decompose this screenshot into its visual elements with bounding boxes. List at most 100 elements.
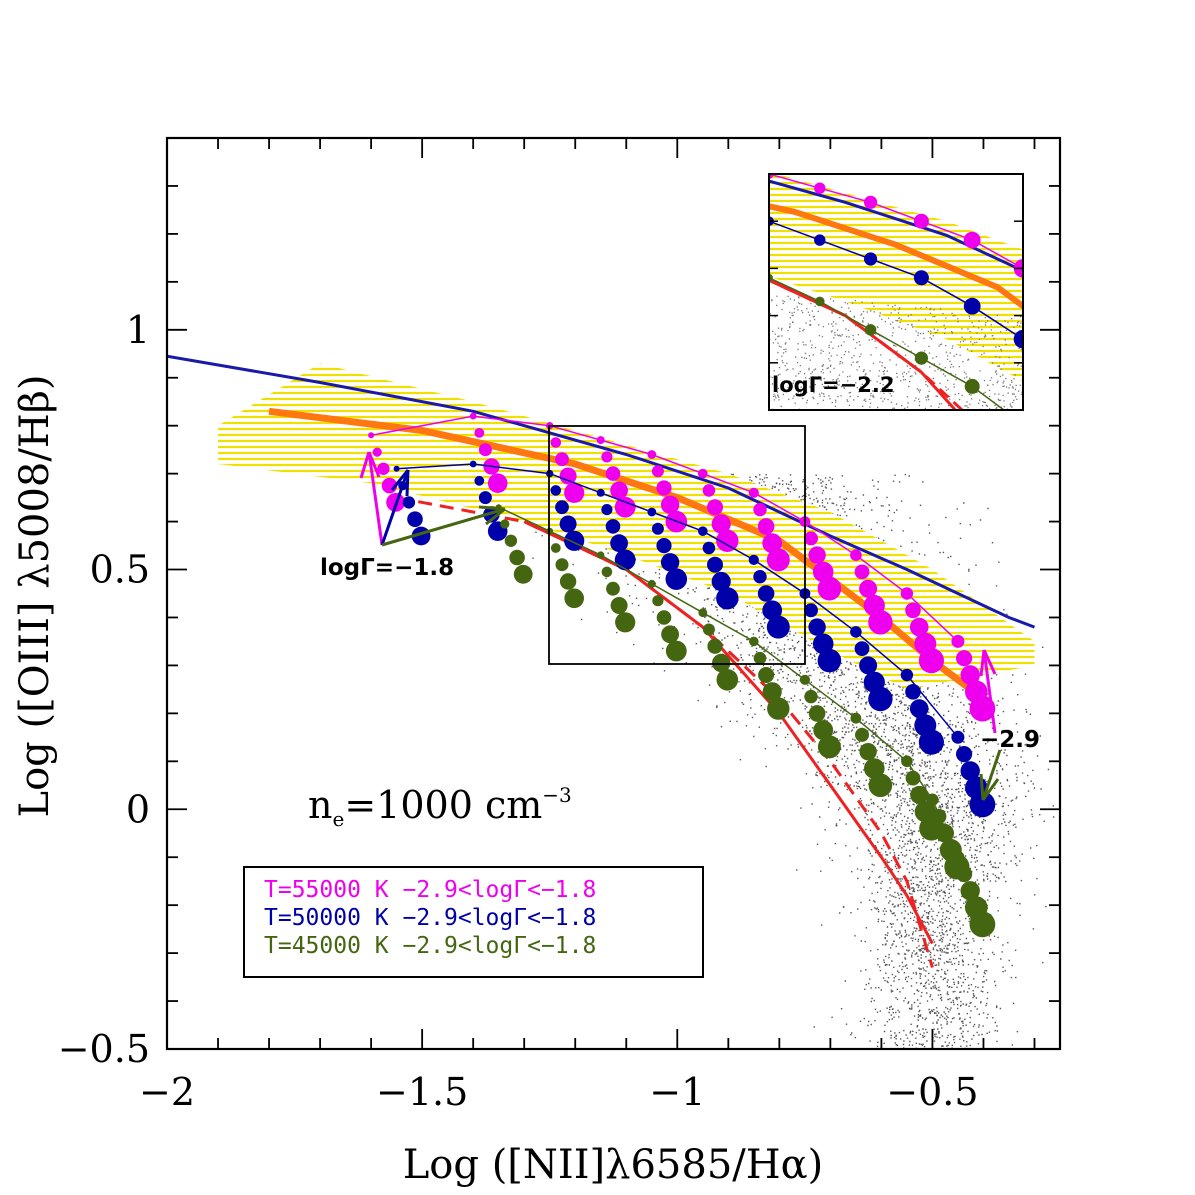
model-point — [711, 514, 731, 534]
model-point — [817, 648, 842, 673]
model-point — [960, 881, 980, 901]
density-middle: =1000 cm — [344, 783, 542, 827]
inset-model-point — [715, 251, 721, 257]
inset-model-point — [1064, 367, 1084, 387]
inset-model-point — [1114, 408, 1136, 430]
model-grids — [368, 412, 996, 938]
model-point — [610, 597, 628, 614]
model-point — [564, 530, 585, 551]
model-point — [614, 549, 636, 571]
model-point — [647, 507, 657, 517]
model-point — [550, 437, 562, 448]
model-point — [661, 625, 679, 644]
model-point — [753, 570, 767, 584]
model-series-2 — [495, 504, 996, 938]
model-point — [656, 538, 672, 554]
model-point — [393, 465, 400, 472]
legend-item-45000: T=45000 K −2.9<logΓ<−1.8 — [264, 933, 596, 959]
model-point — [757, 585, 775, 602]
model-point — [850, 626, 862, 638]
model-point — [615, 612, 636, 633]
model-point — [605, 466, 621, 481]
model-point — [660, 553, 680, 572]
model-point — [559, 515, 577, 533]
model-point — [559, 467, 577, 485]
model-point — [905, 770, 921, 786]
model-point — [905, 684, 921, 700]
inset-model-point — [1114, 328, 1136, 350]
model-point — [900, 668, 914, 682]
inset-model-point — [1015, 416, 1032, 433]
inset-model-point — [1013, 329, 1023, 349]
model-point — [601, 566, 613, 578]
legend: T=55000 K −2.9<logΓ<−1.8 T=50000 K −2.9<… — [243, 866, 704, 978]
model-point — [601, 451, 613, 463]
model-point — [656, 610, 672, 625]
model-point — [813, 720, 834, 740]
model-point — [859, 656, 878, 675]
model-point — [377, 462, 390, 475]
model-point — [817, 576, 842, 601]
model-point — [748, 554, 759, 566]
inset-panel: logΓ=−2.2 — [614, 161, 1187, 553]
model-point — [504, 534, 518, 547]
model-point — [698, 526, 708, 536]
plot-frame — [165, 136, 1062, 1051]
model-point — [901, 755, 913, 768]
model-point — [702, 623, 715, 636]
model-point — [766, 615, 790, 639]
model-point — [956, 650, 973, 667]
model-point — [469, 460, 477, 468]
model-point — [804, 603, 818, 618]
galaxy-scatter — [503, 473, 1060, 1049]
model-point — [900, 587, 914, 600]
model-point — [859, 579, 878, 598]
model-point — [918, 729, 945, 755]
model-point — [606, 581, 620, 596]
arrows — [359, 451, 1002, 801]
density-superscript: −3 — [542, 783, 571, 807]
model-point — [753, 651, 767, 665]
model-point — [969, 791, 996, 818]
model-point — [868, 686, 893, 712]
model-point — [951, 850, 965, 864]
model-point — [918, 648, 945, 674]
inset-model-point — [1139, 531, 1161, 553]
model-point — [702, 484, 716, 497]
model-point — [716, 669, 739, 691]
model-point — [651, 465, 664, 478]
model-point — [605, 519, 621, 534]
x-tick-label: −0.5 — [886, 1070, 978, 1114]
inset-model-point — [964, 378, 980, 394]
model-point — [909, 617, 929, 637]
inset-model-point — [689, 161, 697, 169]
model-point — [652, 595, 664, 607]
model-point — [550, 485, 562, 496]
model-point — [660, 495, 680, 514]
inset-model-point — [914, 351, 929, 365]
inset-model-point — [1064, 291, 1084, 311]
model-point — [969, 911, 996, 938]
inset-model-point — [913, 213, 929, 229]
zoom-rectangle — [548, 425, 806, 665]
loggamma-right-label: −2.9 — [980, 727, 1040, 753]
model-point — [707, 499, 723, 516]
model-point — [368, 432, 375, 439]
model-point — [854, 641, 870, 656]
model-series-1 — [393, 460, 996, 818]
inset-model-point — [1163, 469, 1187, 493]
model-point — [716, 587, 739, 610]
model-point — [559, 573, 577, 590]
model-point — [850, 712, 862, 724]
model-point — [935, 823, 954, 843]
model-point — [712, 653, 731, 673]
model-point — [610, 534, 628, 553]
model-point — [817, 735, 841, 759]
model-point — [859, 743, 877, 761]
inset-model-point — [913, 270, 929, 286]
model-point — [855, 727, 869, 742]
model-point — [651, 522, 664, 535]
inset-model-point — [614, 214, 620, 220]
inset-model-point — [815, 296, 825, 307]
